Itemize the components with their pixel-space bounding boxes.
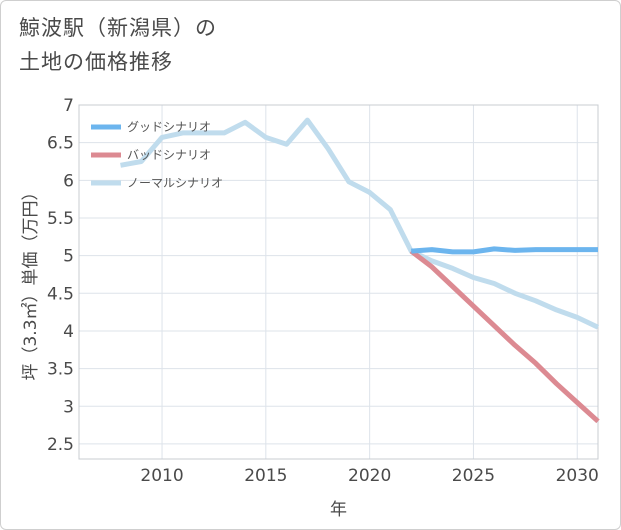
x-tick-label: 2010: [140, 466, 183, 486]
series-line-2: [409, 249, 600, 424]
legend-label: ノーマルシナリオ: [127, 176, 223, 190]
y-tick-label: 5.5: [47, 209, 74, 229]
legend-label: グッドシナリオ: [127, 120, 211, 134]
legend-item: ノーマルシナリオ: [91, 176, 223, 190]
x-tick-label: 2030: [556, 466, 599, 486]
x-axis-label: 年: [330, 500, 347, 520]
x-tick-label: 2015: [244, 466, 287, 486]
chart-title: 鯨波駅（新潟県）の 土地の価格推移: [19, 11, 217, 79]
y-tick-label: 5: [63, 247, 74, 267]
legend-label: バッドシナリオ: [127, 148, 211, 162]
y-tick-label: 4.5: [47, 284, 74, 304]
x-tick-label: 2020: [348, 466, 391, 486]
series-line-1: [411, 246, 598, 255]
series-lines: [120, 117, 600, 424]
x-axis-ticks: 2010 2015 2020 2025 2030: [140, 466, 598, 486]
y-tick-label: 7: [63, 96, 74, 116]
y-tick-label: 6: [63, 171, 74, 191]
grid: [79, 104, 598, 459]
y-tick-label: 2.5: [47, 435, 74, 455]
y-axis-ticks: 2.5 3 3.5 4 4.5 5 5.5 6 6.5 7: [47, 96, 74, 455]
legend-item: バッドシナリオ: [91, 148, 211, 162]
y-tick-label: 3.5: [47, 360, 74, 380]
y-tick-label: 6.5: [47, 134, 74, 154]
x-tick-label: 2025: [452, 466, 495, 486]
plot-area: [78, 104, 599, 460]
y-axis-label: 坪（3.3㎡）単価（万円）: [21, 183, 41, 380]
legend-item: グッドシナリオ: [91, 120, 211, 134]
title-line-2: 土地の価格推移: [19, 50, 173, 74]
series-line-3: [120, 117, 600, 330]
y-tick-label: 4: [63, 322, 74, 342]
y-tick-label: 3: [63, 397, 74, 417]
title-line-1: 鯨波駅（新潟県）の: [19, 16, 217, 40]
